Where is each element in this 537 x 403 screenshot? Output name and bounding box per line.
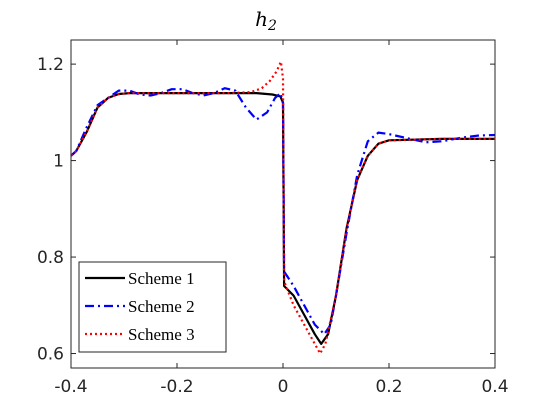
chart-title-subscript: 2 <box>267 18 277 34</box>
legend: Scheme 1 Scheme 2 Scheme 3 <box>78 261 227 353</box>
legend-label-scheme-3: Scheme 3 <box>128 325 195 344</box>
series-line-scheme-2 <box>70 87 496 336</box>
legend-label-scheme-1: Scheme 1 <box>128 269 195 288</box>
chart-title-main: h <box>255 7 268 31</box>
legend-label-scheme-2: Scheme 2 <box>128 297 195 316</box>
x-axis-ticks: -0.4 -0.2 0 0.2 0.4 <box>54 40 509 397</box>
x-tick-label: 0.4 <box>481 377 508 397</box>
x-tick-label: 0 <box>278 377 289 397</box>
y-axis-ticks: 0.6 0.8 1 1.2 <box>37 55 495 365</box>
y-tick-label: 0.6 <box>37 345 64 365</box>
x-tick-label: -0.2 <box>160 377 193 397</box>
series-layer <box>70 60 496 355</box>
series-line-scheme-3 <box>70 60 495 355</box>
y-tick-label: 1.2 <box>37 55 64 75</box>
series-line-scheme-1 <box>70 91 495 345</box>
x-tick-label: -0.4 <box>54 377 87 397</box>
chart-title: h2 <box>255 7 277 34</box>
y-tick-label: 1 <box>53 152 64 172</box>
y-tick-label: 0.8 <box>37 248 64 268</box>
x-tick-label: 0.2 <box>375 377 402 397</box>
